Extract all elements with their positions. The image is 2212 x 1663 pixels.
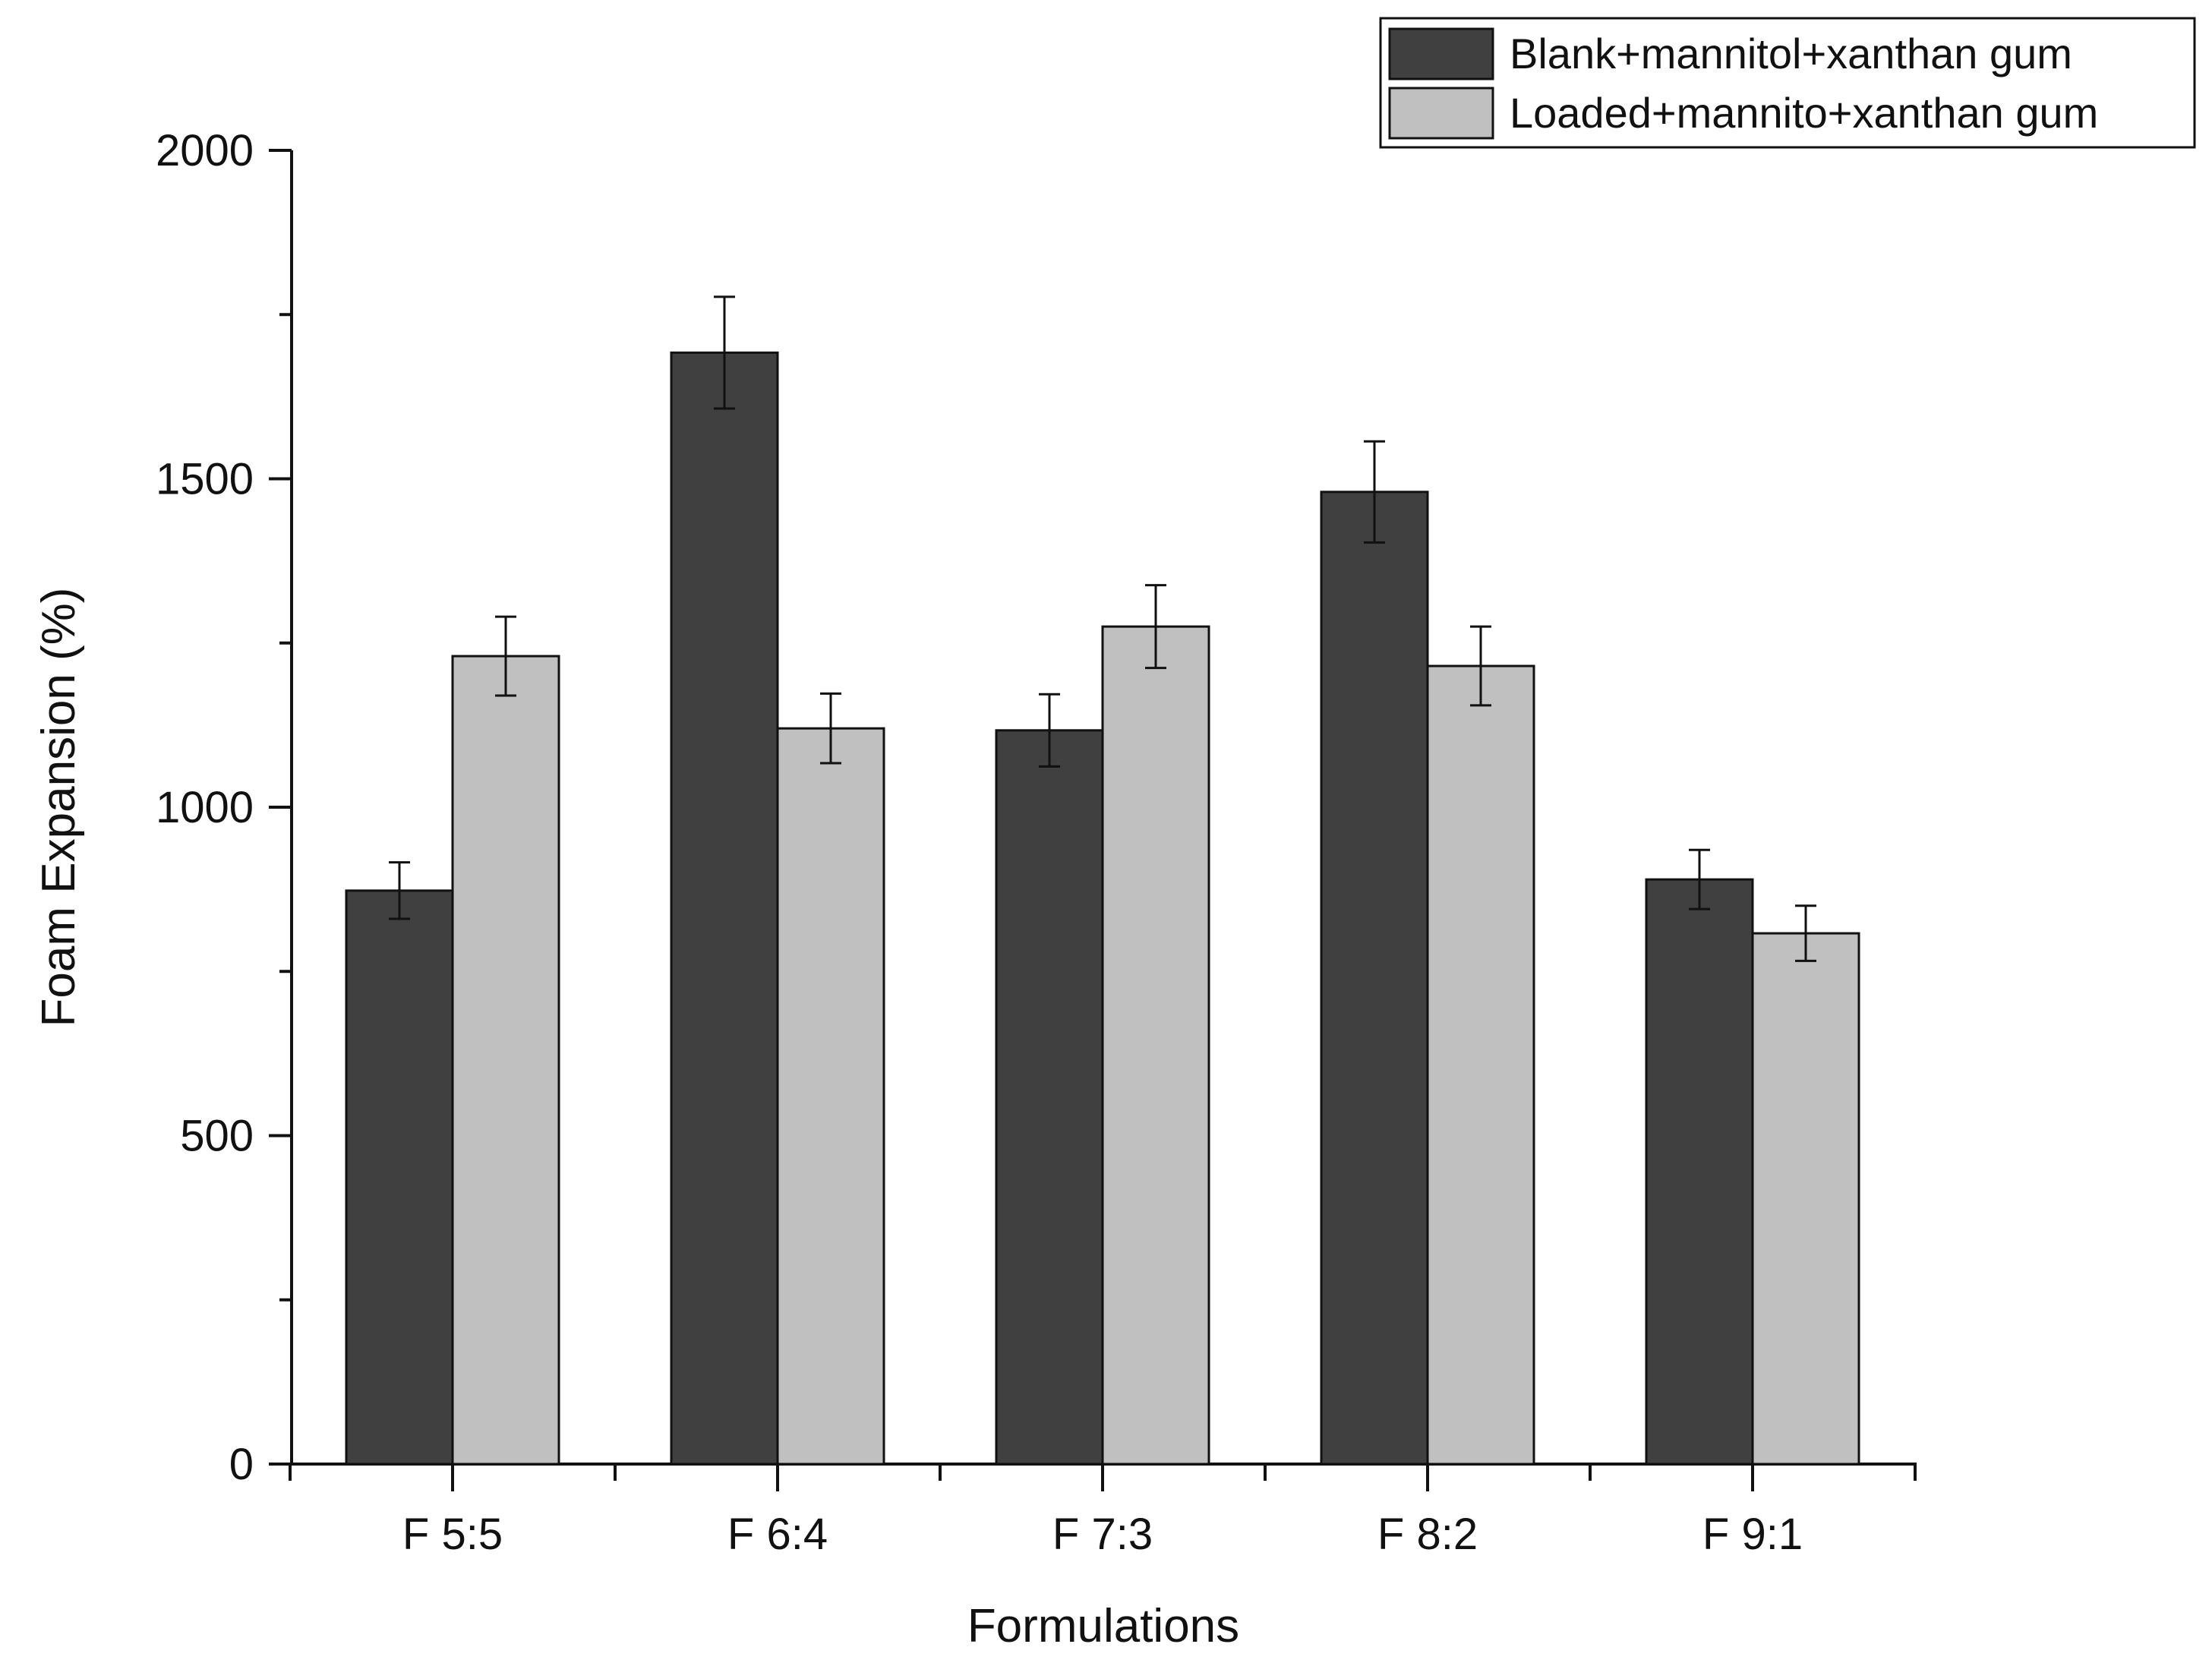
bar-loaded xyxy=(451,655,560,1466)
legend-swatch-loaded xyxy=(1388,87,1494,140)
bar-blank xyxy=(670,351,779,1466)
x-tick-label: F 5:5 xyxy=(402,1510,503,1559)
bar-loaded xyxy=(776,727,885,1466)
bar-blank xyxy=(1320,491,1429,1466)
y-tick-label: 500 xyxy=(180,1112,254,1161)
bar-blank xyxy=(995,729,1104,1466)
y-tick-label: 2000 xyxy=(156,126,254,175)
x-tick-label: F 7:3 xyxy=(1052,1510,1153,1559)
x-tick-label: F 6:4 xyxy=(727,1510,828,1559)
legend-frame xyxy=(1379,17,2196,149)
y-axis: 0 500 1000 1500 2000 xyxy=(156,126,293,1489)
bar-loaded xyxy=(1751,932,1860,1466)
legend-label-loaded: Loaded+mannito+xanthan gum xyxy=(1510,89,2098,137)
bar-loaded xyxy=(1101,625,1210,1466)
y-tick-label: 1000 xyxy=(156,783,254,832)
bar-loaded xyxy=(1426,664,1535,1466)
y-tick-label: 0 xyxy=(229,1440,254,1489)
bar-blank xyxy=(1645,878,1754,1466)
bars xyxy=(345,351,1860,1466)
legend-label-blank: Blank+mannitol+xanthan gum xyxy=(1510,30,2072,77)
y-axis-title: Foam Expansion (%) xyxy=(33,588,85,1027)
error-bars xyxy=(389,295,1816,962)
x-tick-label: F 9:1 xyxy=(1702,1510,1803,1559)
legend-swatch-blank xyxy=(1388,27,1494,80)
legend: Blank+mannitol+xanthan gum Loaded+mannit… xyxy=(1379,17,2196,149)
y-tick-label: 1500 xyxy=(156,455,254,504)
bar-blank xyxy=(345,889,454,1466)
x-axis-title: Formulations xyxy=(967,1600,1239,1652)
x-tick-label: F 8:2 xyxy=(1377,1510,1478,1559)
x-axis: F 5:5 F 6:4 F 7:3 F 8:2 F 9:1 xyxy=(289,1463,1917,1559)
